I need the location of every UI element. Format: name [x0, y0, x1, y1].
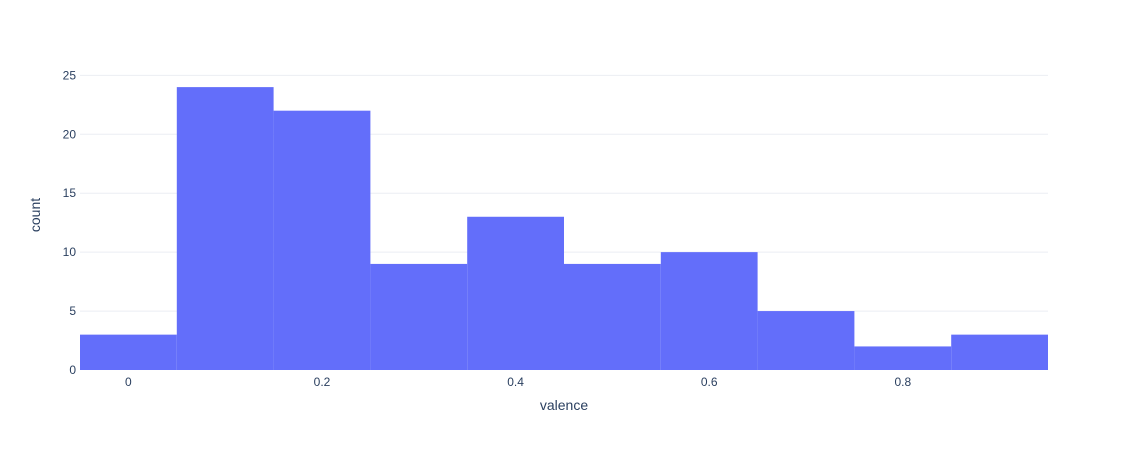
y-tick-label: 10	[63, 245, 77, 259]
histogram-bar	[177, 87, 274, 370]
x-tick-label: 0.8	[894, 375, 911, 389]
histogram-bar	[758, 311, 855, 370]
histogram-bar	[564, 264, 661, 370]
histogram-bar	[80, 335, 177, 370]
histogram-bar	[854, 346, 951, 370]
histogram-bar	[370, 264, 467, 370]
y-axis-title: count	[27, 198, 43, 232]
y-tick-label: 5	[69, 304, 76, 318]
histogram-bar	[661, 252, 758, 370]
x-tick-label: 0.2	[314, 375, 331, 389]
y-tick-label: 15	[63, 186, 77, 200]
x-axis-title: valence	[540, 397, 588, 413]
y-tick-label: 20	[63, 127, 77, 141]
histogram-bar	[951, 335, 1048, 370]
x-tick-label: 0	[125, 375, 132, 389]
histogram-bar	[274, 111, 371, 370]
x-tick-label: 0.4	[507, 375, 524, 389]
x-tick-label: 0.6	[701, 375, 718, 389]
histogram-bar	[467, 217, 564, 370]
y-tick-label: 0	[69, 363, 76, 377]
y-tick-label: 25	[63, 68, 77, 82]
